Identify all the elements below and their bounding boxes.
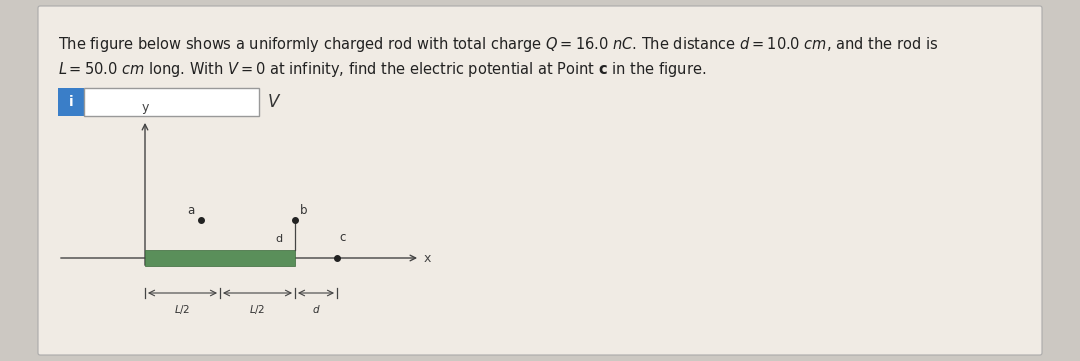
Text: $L/2$: $L/2$	[249, 303, 266, 316]
Text: d: d	[275, 234, 283, 244]
Bar	[58, 88, 84, 116]
Text: y: y	[141, 101, 149, 114]
Text: The figure below shows a uniformly charged rod with total charge $Q = 16.0$ $nC$: The figure below shows a uniformly charg…	[58, 35, 939, 54]
Text: $L = 50.0$ $cm$ long. With $V = 0$ at infinity, find the electric potential at P: $L = 50.0$ $cm$ long. With $V = 0$ at in…	[58, 60, 706, 79]
Text: i: i	[69, 95, 73, 109]
Bar	[145, 250, 295, 266]
Text: $L/2$: $L/2$	[174, 303, 191, 316]
FancyBboxPatch shape	[38, 6, 1042, 355]
Text: x: x	[424, 252, 431, 265]
Text: V: V	[268, 93, 280, 111]
Text: $d$: $d$	[312, 303, 321, 315]
Text: b: b	[300, 204, 308, 217]
Bar	[84, 88, 259, 116]
Text: a: a	[187, 204, 194, 217]
Text: c: c	[339, 231, 346, 244]
